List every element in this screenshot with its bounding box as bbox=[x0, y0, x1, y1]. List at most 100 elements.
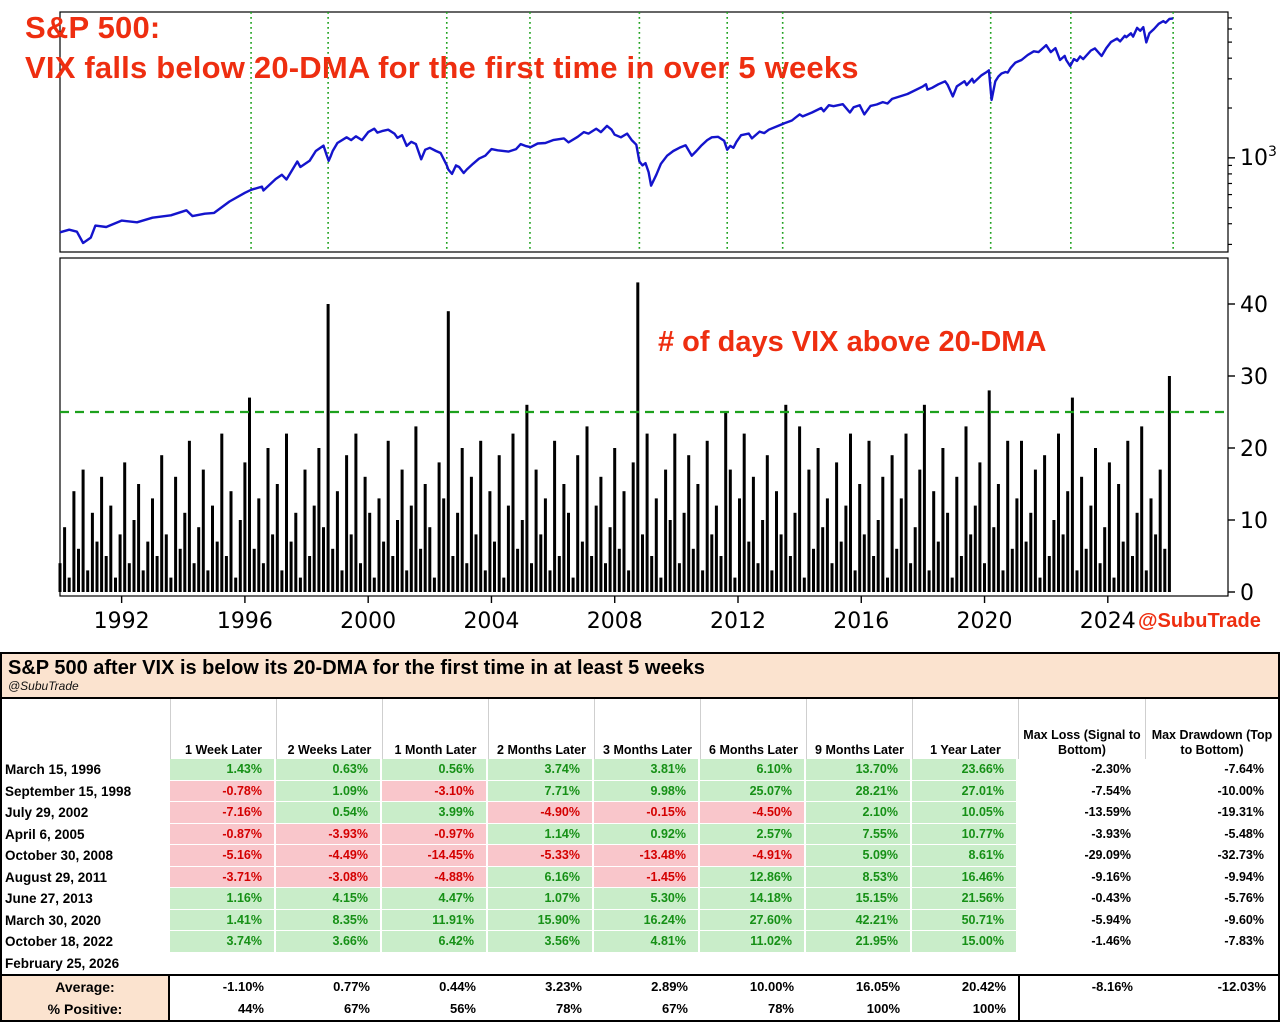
svg-text:10: 10 bbox=[1240, 509, 1268, 534]
table-cell: 27.60% bbox=[700, 909, 806, 932]
max-drawdown-cell: -19.31% bbox=[1145, 802, 1278, 824]
table-cell: -7.16% bbox=[170, 802, 276, 824]
bar-yaxis: 0 10 20 30 40 bbox=[1228, 293, 1268, 606]
summary-cell: 67% bbox=[343, 1001, 370, 1017]
bar-chart-annotation: # of days VIX above 20-DMA bbox=[658, 326, 1047, 358]
table-cell: 3.66% bbox=[276, 931, 382, 953]
table-subtitle: @SubuTrade bbox=[8, 679, 79, 693]
table-cell: 0.92% bbox=[594, 823, 700, 846]
svg-text:40: 40 bbox=[1240, 293, 1268, 318]
svg-text:2008: 2008 bbox=[587, 609, 643, 634]
table-cell: -13.48% bbox=[594, 845, 700, 867]
table-cell: 0.56% bbox=[382, 759, 488, 781]
svg-text:2024: 2024 bbox=[1080, 609, 1136, 634]
table-cell: 3.81% bbox=[594, 759, 700, 781]
summary-cell: 100% bbox=[866, 1001, 900, 1017]
table-cell: 0.54% bbox=[276, 802, 382, 824]
table-cell: 15.15% bbox=[806, 888, 912, 910]
table-cell: 2.57% bbox=[700, 823, 806, 846]
table-cell: -5.33% bbox=[488, 845, 594, 867]
row-date: July 29, 2002 bbox=[5, 805, 89, 821]
table-cell: -4.49% bbox=[276, 845, 382, 867]
table-cell: 21.56% bbox=[912, 888, 1018, 910]
max-drawdown-cell: -5.76% bbox=[1145, 888, 1278, 910]
table-cell bbox=[276, 952, 382, 975]
table-cell: 10.05% bbox=[912, 802, 1018, 824]
table-cell: 11.91% bbox=[382, 909, 488, 932]
summary-cell: 20.42% bbox=[912, 974, 1018, 997]
max-drawdown-cell: -7.83% bbox=[1145, 931, 1278, 953]
chart-title-line1: S&P 500: bbox=[25, 10, 161, 45]
svg-text:2016: 2016 bbox=[833, 609, 889, 634]
table-cell bbox=[594, 952, 700, 975]
price-yaxis: 103 bbox=[1228, 17, 1277, 246]
summary-max-drawdown: -12.03% bbox=[1145, 974, 1278, 997]
table-cell: 1.14% bbox=[488, 823, 594, 846]
svg-text:2020: 2020 bbox=[957, 609, 1013, 634]
vix-days-bars bbox=[58, 282, 1171, 592]
table-cell: 7.71% bbox=[488, 780, 594, 803]
table-cell: 21.95% bbox=[806, 931, 912, 953]
table-corner-cell bbox=[2, 699, 170, 759]
svg-text:1992: 1992 bbox=[94, 609, 150, 634]
stats-table: S&P 500 after VIX is below its 20-DMA fo… bbox=[0, 652, 1280, 1023]
max-drawdown-cell: -9.94% bbox=[1145, 866, 1278, 889]
table-cell: 3.74% bbox=[488, 759, 594, 781]
column-header: Max Loss (Signal to Bottom) bbox=[1018, 699, 1145, 760]
table-cell: -4.91% bbox=[700, 845, 806, 867]
table-cell: 1.43% bbox=[170, 759, 276, 781]
table-cell: 13.70% bbox=[806, 759, 912, 781]
row-date: April 6, 2005 bbox=[5, 826, 85, 842]
table-cell: 42.21% bbox=[806, 909, 912, 932]
table-cell: -4.50% bbox=[700, 802, 806, 824]
svg-text:2000: 2000 bbox=[340, 609, 396, 634]
summary-label: % Positive: bbox=[2, 997, 170, 1021]
max-drawdown-cell: -32.73% bbox=[1145, 845, 1278, 867]
max-drawdown-cell: -7.64% bbox=[1145, 759, 1278, 781]
xaxis-years: 1992 1996 2000 2004 2008 2012 2016 2020 2024 bbox=[94, 596, 1136, 634]
table-cell bbox=[382, 952, 488, 975]
table-cell: 1.16% bbox=[170, 888, 276, 910]
row-date: September 15, 1998 bbox=[5, 783, 132, 799]
summary-cell: 56% bbox=[449, 1001, 476, 1017]
row-date: August 29, 2011 bbox=[5, 869, 108, 885]
row-date: June 27, 2013 bbox=[5, 891, 93, 907]
table-cell bbox=[700, 952, 806, 975]
chart-title: S&P 500: VIX falls below 20-DMA for the … bbox=[25, 8, 859, 89]
table-cell: 5.09% bbox=[806, 845, 912, 867]
max-loss-cell: -3.93% bbox=[1018, 823, 1145, 846]
table-cell: 3.74% bbox=[170, 931, 276, 953]
signal-date-lines bbox=[250, 12, 1174, 252]
summary-cell: 2.89% bbox=[594, 974, 700, 997]
table-cell: 8.61% bbox=[912, 845, 1018, 867]
max-drawdown-cell bbox=[1145, 952, 1278, 975]
table-cell: 28.21% bbox=[806, 780, 912, 803]
table-cell: 0.63% bbox=[276, 759, 382, 781]
bar-chart-frame bbox=[59, 257, 1229, 597]
column-header: 9 Months Later bbox=[806, 699, 912, 760]
table-cell: 8.35% bbox=[276, 909, 382, 932]
column-header: Max Drawdown (Top to Bottom) bbox=[1145, 699, 1278, 760]
column-header: 6 Months Later bbox=[700, 699, 806, 760]
svg-text:0: 0 bbox=[1240, 581, 1254, 606]
table-cell: -3.93% bbox=[276, 823, 382, 846]
summary-cell: 44% bbox=[237, 1001, 264, 1017]
table-cell: 2.10% bbox=[806, 802, 912, 824]
table-cell: 7.55% bbox=[806, 823, 912, 846]
summary-cell: 100% bbox=[972, 1001, 1006, 1017]
summary-label: Average: bbox=[2, 974, 170, 998]
summary-cell: 78% bbox=[555, 1001, 582, 1017]
table-cell: -0.78% bbox=[170, 780, 276, 803]
max-drawdown-cell: -9.60% bbox=[1145, 909, 1278, 932]
summary-cell: -1.10% bbox=[170, 974, 276, 997]
max-loss-cell: -0.43% bbox=[1018, 888, 1145, 910]
table-cell: 1.09% bbox=[276, 780, 382, 803]
table-cell: 16.46% bbox=[912, 866, 1018, 889]
table-cell: 6.16% bbox=[488, 866, 594, 889]
charts-panel: 103 0 10 20 30 40 1992 1996 2000 2004 2008 2012 2016… bbox=[25, 8, 1277, 634]
table-title: S&P 500 after VIX is below its 20-DMA fo… bbox=[8, 657, 705, 679]
max-loss-cell: -13.59% bbox=[1018, 802, 1145, 824]
svg-text:20: 20 bbox=[1240, 437, 1268, 462]
summary-cell: 16.05% bbox=[806, 974, 912, 997]
